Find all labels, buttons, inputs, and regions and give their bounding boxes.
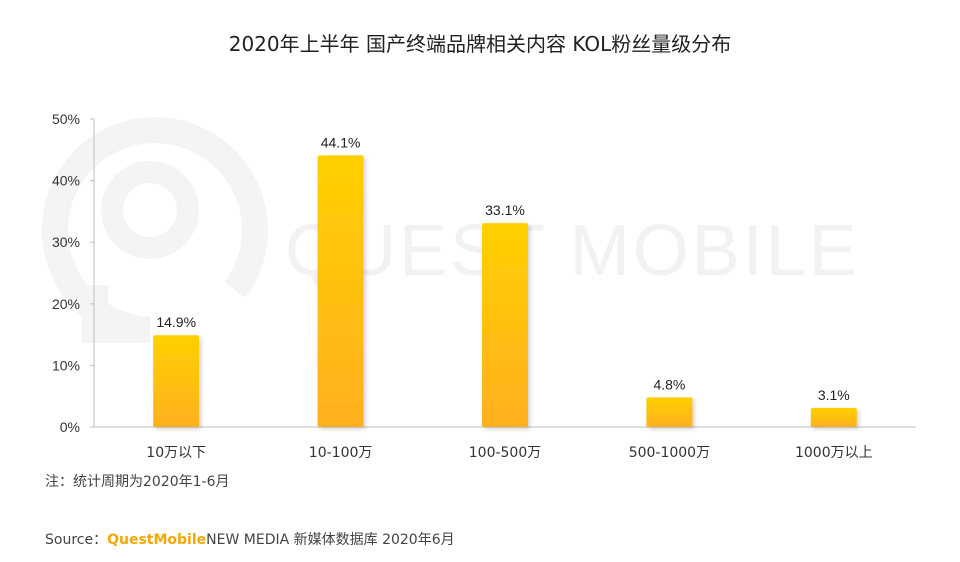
y-tick-label: 50% (52, 111, 80, 127)
x-tick-label: 1000万以上 (795, 445, 873, 461)
source-prefix: Source： (45, 532, 108, 548)
source-line: Source：QuestMobileNEW MEDIA 新媒体数据库 2020年… (45, 529, 455, 549)
source-rest: NEW MEDIA 新媒体数据库 2020年6月 (206, 532, 455, 548)
x-tick-label: 10-100万 (309, 445, 373, 461)
bar (153, 335, 200, 427)
y-tick-label: 40% (52, 173, 80, 189)
x-tick-label: 100-500万 (469, 445, 542, 461)
bar-value-label: 44.1% (321, 134, 361, 150)
y-tick-label: 10% (52, 357, 80, 373)
watermark-text: QUEST MOBILE (285, 211, 860, 291)
y-tick-label: 0% (60, 419, 80, 435)
bar (317, 155, 364, 427)
bar (810, 407, 857, 427)
chart-title: 2020年上半年 国产终端品牌相关内容 KOL粉丝量级分布 (228, 32, 732, 56)
bar-value-label: 14.9% (156, 314, 196, 330)
footnote: 注：统计周期为2020年1-6月 (45, 474, 230, 490)
y-tick-label: 30% (52, 234, 80, 250)
bar-value-label: 4.8% (653, 376, 685, 392)
bar (646, 397, 693, 427)
y-tick-label: 20% (52, 296, 80, 312)
x-tick-label: 10万以下 (146, 445, 206, 461)
bar-value-label: 33.1% (485, 202, 525, 218)
x-tick-label: 500-1000万 (629, 445, 710, 461)
source-brand: QuestMobile (107, 532, 207, 548)
questmobile-logo-icon (41, 117, 268, 343)
bar-value-label: 3.1% (818, 387, 850, 403)
bar (482, 223, 528, 427)
